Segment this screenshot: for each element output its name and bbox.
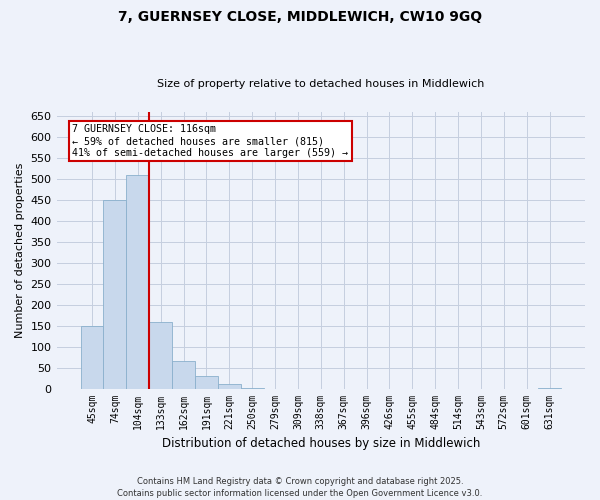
Bar <box>172 362 195 388</box>
Text: 7, GUERNSEY CLOSE, MIDDLEWICH, CW10 9GQ: 7, GUERNSEY CLOSE, MIDDLEWICH, CW10 9GQ <box>118 10 482 24</box>
Y-axis label: Number of detached properties: Number of detached properties <box>15 162 25 338</box>
Bar <box>80 326 103 388</box>
Bar <box>195 376 218 388</box>
Bar <box>103 200 127 388</box>
Bar <box>218 384 241 388</box>
Bar <box>127 175 149 388</box>
Text: 7 GUERNSEY CLOSE: 116sqm
← 59% of detached houses are smaller (815)
41% of semi-: 7 GUERNSEY CLOSE: 116sqm ← 59% of detach… <box>73 124 349 158</box>
Bar <box>149 322 172 388</box>
Title: Size of property relative to detached houses in Middlewich: Size of property relative to detached ho… <box>157 79 484 89</box>
Text: Contains HM Land Registry data © Crown copyright and database right 2025.
Contai: Contains HM Land Registry data © Crown c… <box>118 476 482 498</box>
X-axis label: Distribution of detached houses by size in Middlewich: Distribution of detached houses by size … <box>161 437 480 450</box>
